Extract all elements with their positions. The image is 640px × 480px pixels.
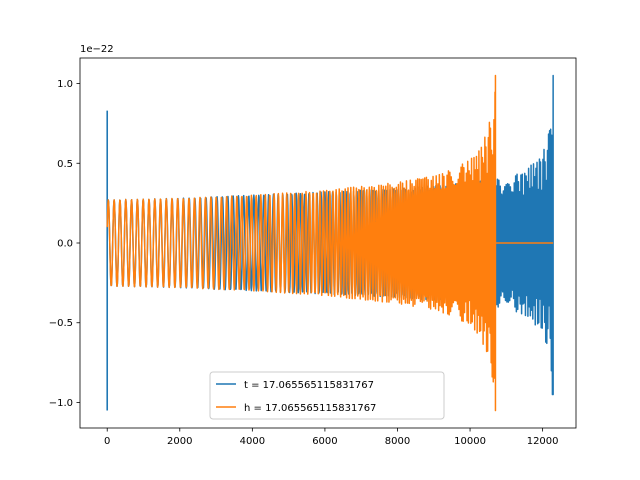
x-tick-label: 6000 (312, 436, 337, 447)
x-tick-label: 4000 (240, 436, 265, 447)
x-tick-label: 10000 (454, 436, 486, 447)
y-tick-label: 1.0 (57, 79, 73, 90)
series-line-h (106, 74, 554, 412)
y-tick-label: 0.5 (57, 159, 73, 170)
plot-area: 0 2000 4000 6000 8000 10000 12000 −1.0 −0.5 0.0 0… (49, 57, 577, 447)
series-layer (106, 74, 554, 412)
y-tick-label: −0.5 (49, 318, 73, 329)
legend-label-t: t = 17.065565115831767 (244, 380, 374, 391)
x-tick-label: 8000 (385, 436, 410, 447)
y-tick-label: 0.0 (57, 239, 73, 250)
legend-box (209, 371, 445, 420)
offset-text: 1e−22 (80, 44, 114, 55)
legend: t = 17.065565115831767 h = 17.0655651158… (209, 371, 445, 420)
legend-label-h: h = 17.065565115831767 (244, 403, 376, 414)
x-tick-label: 2000 (167, 436, 192, 447)
x-tick-label: 12000 (527, 436, 559, 447)
x-tick-label: 0 (104, 436, 110, 447)
y-axis: −1.0 −0.5 0.0 0.5 1.0 (49, 79, 80, 409)
x-axis: 0 2000 4000 6000 8000 10000 12000 (104, 428, 559, 447)
y-tick-label: −1.0 (49, 398, 73, 409)
